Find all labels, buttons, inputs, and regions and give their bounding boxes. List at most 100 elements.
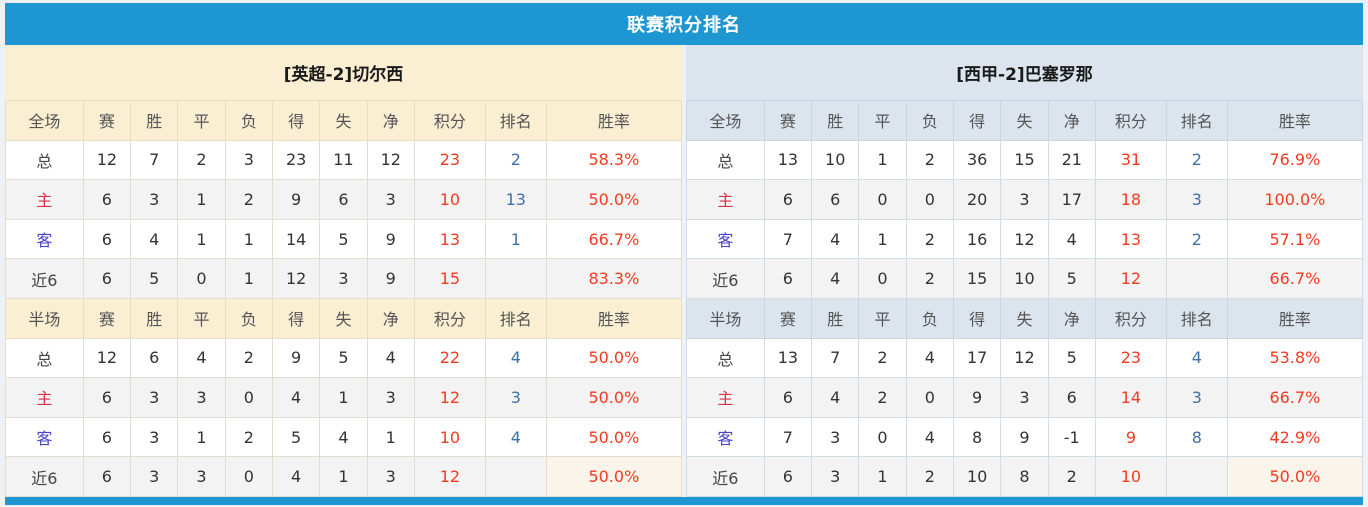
- stat-cell: 9: [952, 377, 1002, 418]
- row-label: 总: [686, 337, 765, 379]
- stat-cell: 13: [763, 139, 813, 181]
- column-header: 负: [224, 100, 273, 141]
- stat-cell: 13: [763, 337, 813, 379]
- points-cell: 12: [1094, 258, 1167, 299]
- team-title-right: [西甲-2]巴塞罗那: [686, 45, 1363, 100]
- column-header: 胜率: [545, 100, 683, 141]
- stat-cell: 6: [763, 179, 813, 220]
- stat-cell: 4: [811, 258, 860, 299]
- column-header: 得: [271, 100, 321, 141]
- column-header: 平: [858, 297, 907, 339]
- column-header: 胜率: [1226, 100, 1364, 141]
- win-rate-cell: 50.0%: [545, 377, 683, 418]
- column-header: 胜率: [1226, 297, 1364, 339]
- stat-cell: 1: [858, 218, 907, 260]
- stat-cell: 17: [952, 337, 1002, 379]
- points-cell: 13: [1094, 218, 1167, 260]
- stat-cell: 2: [905, 218, 954, 260]
- win-rate-cell: 50.0%: [545, 337, 683, 379]
- column-header: 胜: [811, 297, 860, 339]
- row-label: 近6: [5, 456, 84, 497]
- column-header: 失: [1000, 297, 1049, 339]
- stat-cell: 3: [811, 416, 860, 458]
- points-cell: 10: [413, 416, 486, 458]
- points-cell: 23: [1094, 337, 1167, 379]
- win-rate-cell: 50.0%: [545, 456, 683, 497]
- points-cell: 12: [413, 377, 486, 418]
- row-label: 近6: [686, 258, 765, 299]
- stats-row-home: 主 6 4 2 0 9 3 6 14 3 66.7%: [686, 377, 1364, 418]
- points-cell: 9: [1094, 416, 1167, 458]
- stat-cell: 6: [82, 416, 132, 458]
- stats-row-away: 客 6 4 1 1 14 5 9 13 1 66.7%: [5, 218, 683, 260]
- column-header: 失: [319, 100, 368, 141]
- points-cell: 31: [1094, 139, 1167, 181]
- row-label: 主: [686, 179, 765, 220]
- rank-cell: 4: [484, 337, 547, 379]
- stat-cell: 0: [858, 258, 907, 299]
- stat-cell: 1: [366, 416, 415, 458]
- stat-cell: 5: [319, 218, 368, 260]
- stat-cell: 12: [1000, 337, 1049, 379]
- stat-cell: 4: [811, 377, 860, 418]
- stat-cell: 2: [858, 337, 907, 379]
- stat-cell: 14: [271, 218, 321, 260]
- stats-row-home: 主 6 3 1 2 9 6 3 10 13 50.0%: [5, 179, 683, 220]
- stats-table-left: 全场赛胜平负得失净积分 排名 胜率总 12 7 2 3 23 11 12 23 2 58.3% 主 6 3 1 2…: [5, 100, 683, 497]
- section-label: 半场: [686, 297, 765, 339]
- stat-cell: 9: [1000, 416, 1049, 458]
- row-label: 总: [5, 337, 84, 379]
- row-label: 客: [686, 416, 765, 458]
- stat-cell: 10: [1000, 258, 1049, 299]
- rank-cell: 3: [1165, 179, 1228, 220]
- stat-cell: 6: [763, 456, 813, 497]
- column-header: 积分: [1094, 297, 1167, 339]
- tables-container: [英超-2]切尔西 全场赛胜平负得失净积分 排名 胜率总 12 7 2 3 23 11 12 23 2…: [5, 45, 1364, 497]
- column-header: 积分: [1094, 100, 1167, 141]
- section-header-row-half: 半场赛胜平负得失净积分 排名 胜率: [686, 297, 1364, 339]
- stat-cell: 4: [319, 416, 368, 458]
- stat-cell: 4: [130, 218, 179, 260]
- stat-cell: 0: [224, 377, 273, 418]
- stat-cell: 6: [763, 258, 813, 299]
- column-header: 净: [366, 100, 415, 141]
- stat-cell: 3: [1000, 377, 1049, 418]
- column-header: 积分: [413, 100, 486, 141]
- column-header: 负: [905, 297, 954, 339]
- stats-row-last6: 近6 6 4 0 2 15 10 5 12 66.7%: [686, 258, 1364, 299]
- column-header: 平: [858, 100, 907, 141]
- stat-cell: 6: [319, 179, 368, 220]
- stats-row-away: 客 7 4 1 2 16 12 4 13 2 57.1%: [686, 218, 1364, 260]
- points-cell: 15: [413, 258, 486, 299]
- stat-cell: 0: [858, 416, 907, 458]
- rank-cell: [1165, 456, 1228, 497]
- row-label: 近6: [5, 258, 84, 299]
- rank-cell: 13: [484, 179, 547, 220]
- row-label: 主: [5, 179, 84, 220]
- rank-cell: 8: [1165, 416, 1228, 458]
- stat-cell: 3: [130, 456, 179, 497]
- stat-cell: 6: [82, 179, 132, 220]
- stat-cell: 3: [366, 377, 415, 418]
- stat-cell: 9: [271, 179, 321, 220]
- column-header: 赛: [763, 297, 813, 339]
- stat-cell: 3: [811, 456, 860, 497]
- column-header: 净: [1047, 297, 1096, 339]
- stat-cell: 36: [952, 139, 1002, 181]
- win-rate-cell: 66.7%: [1226, 258, 1364, 299]
- rank-cell: 2: [1165, 218, 1228, 260]
- stat-cell: 4: [366, 337, 415, 379]
- stat-cell: 4: [905, 337, 954, 379]
- rank-cell: 1: [484, 218, 547, 260]
- column-header: 胜: [130, 100, 179, 141]
- rank-cell: 4: [1165, 337, 1228, 379]
- stat-cell: 4: [905, 416, 954, 458]
- stat-cell: 1: [177, 218, 226, 260]
- column-header: 赛: [82, 297, 132, 339]
- stat-cell: -1: [1047, 416, 1096, 458]
- team-title-left: [英超-2]切尔西: [5, 45, 682, 100]
- stat-cell: 1: [858, 139, 907, 181]
- column-header: 平: [177, 100, 226, 141]
- stat-cell: 7: [811, 337, 860, 379]
- stats-row-home: 主 6 6 0 0 20 3 17 18 3 100.0%: [686, 179, 1364, 220]
